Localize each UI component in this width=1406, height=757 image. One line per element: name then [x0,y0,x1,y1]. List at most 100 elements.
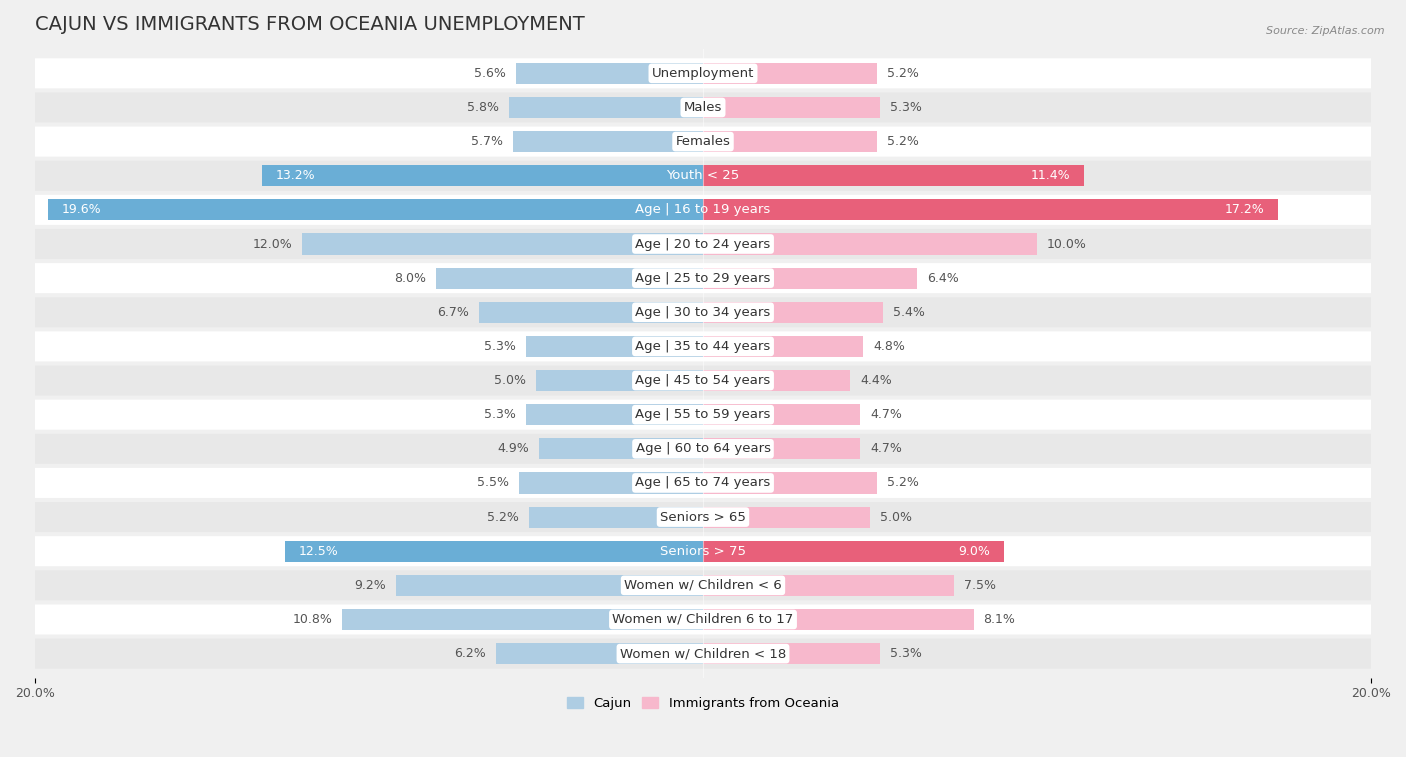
Bar [703,63,877,84]
Text: 9.2%: 9.2% [354,579,385,592]
Text: Males: Males [683,101,723,114]
Text: Women w/ Children 6 to 17: Women w/ Children 6 to 17 [613,613,793,626]
Bar [703,404,860,425]
Text: Women w/ Children < 18: Women w/ Children < 18 [620,647,786,660]
Text: 5.3%: 5.3% [890,101,922,114]
FancyBboxPatch shape [35,366,1371,396]
Text: 5.7%: 5.7% [471,135,502,148]
Bar [302,233,703,254]
Text: 5.0%: 5.0% [494,374,526,387]
FancyBboxPatch shape [35,639,1371,668]
FancyBboxPatch shape [35,58,1371,89]
Text: 8.0%: 8.0% [394,272,426,285]
Text: 5.3%: 5.3% [484,408,516,421]
Text: 5.6%: 5.6% [474,67,506,79]
Text: 13.2%: 13.2% [276,170,315,182]
Bar [395,575,703,596]
Bar [513,131,703,152]
Bar [703,302,883,322]
Bar [703,609,973,630]
Bar [479,302,703,322]
Text: Seniors > 65: Seniors > 65 [659,510,747,524]
Bar [529,506,703,528]
FancyBboxPatch shape [35,434,1371,464]
Text: 17.2%: 17.2% [1225,204,1264,217]
Text: Unemployment: Unemployment [652,67,754,79]
Text: 5.2%: 5.2% [887,67,918,79]
FancyBboxPatch shape [35,229,1371,259]
FancyBboxPatch shape [35,570,1371,600]
Text: 4.9%: 4.9% [498,442,529,455]
Bar [703,131,877,152]
Text: 12.5%: 12.5% [299,545,339,558]
Bar [536,370,703,391]
Text: Age | 20 to 24 years: Age | 20 to 24 years [636,238,770,251]
Bar [703,199,1278,220]
Text: Females: Females [675,135,731,148]
FancyBboxPatch shape [35,502,1371,532]
Bar [436,267,703,288]
Bar [703,97,880,118]
Bar [342,609,703,630]
Text: 6.2%: 6.2% [454,647,486,660]
Bar [703,575,953,596]
Bar [285,540,703,562]
Text: Youth < 25: Youth < 25 [666,170,740,182]
Bar [519,472,703,494]
Text: Age | 16 to 19 years: Age | 16 to 19 years [636,204,770,217]
FancyBboxPatch shape [35,468,1371,498]
Bar [516,63,703,84]
Bar [703,267,917,288]
Bar [703,540,1004,562]
Text: 12.0%: 12.0% [253,238,292,251]
Text: 5.2%: 5.2% [887,135,918,148]
Text: Age | 45 to 54 years: Age | 45 to 54 years [636,374,770,387]
Text: 10.0%: 10.0% [1047,238,1087,251]
Bar [526,404,703,425]
Bar [703,165,1084,186]
Text: Age | 35 to 44 years: Age | 35 to 44 years [636,340,770,353]
Bar [703,438,860,459]
FancyBboxPatch shape [35,92,1371,123]
Text: Source: ZipAtlas.com: Source: ZipAtlas.com [1267,26,1385,36]
Bar [703,506,870,528]
Bar [703,233,1038,254]
Bar [509,97,703,118]
Text: 5.4%: 5.4% [893,306,925,319]
Text: Age | 60 to 64 years: Age | 60 to 64 years [636,442,770,455]
FancyBboxPatch shape [35,126,1371,157]
Text: Age | 25 to 29 years: Age | 25 to 29 years [636,272,770,285]
Text: 6.4%: 6.4% [927,272,959,285]
Text: 6.7%: 6.7% [437,306,470,319]
Bar [526,336,703,357]
FancyBboxPatch shape [35,400,1371,430]
Bar [703,643,880,664]
Text: 4.7%: 4.7% [870,442,901,455]
Text: 4.7%: 4.7% [870,408,901,421]
Text: 5.2%: 5.2% [887,476,918,490]
FancyBboxPatch shape [35,536,1371,566]
FancyBboxPatch shape [35,605,1371,634]
Bar [540,438,703,459]
Text: 10.8%: 10.8% [292,613,332,626]
Text: 19.6%: 19.6% [62,204,101,217]
Text: 5.0%: 5.0% [880,510,912,524]
Text: 11.4%: 11.4% [1031,170,1070,182]
FancyBboxPatch shape [35,298,1371,327]
FancyBboxPatch shape [35,332,1371,361]
Bar [703,336,863,357]
Text: Age | 30 to 34 years: Age | 30 to 34 years [636,306,770,319]
Text: 5.5%: 5.5% [477,476,509,490]
Text: 5.2%: 5.2% [488,510,519,524]
Text: Women w/ Children < 6: Women w/ Children < 6 [624,579,782,592]
Text: Seniors > 75: Seniors > 75 [659,545,747,558]
Text: Age | 65 to 74 years: Age | 65 to 74 years [636,476,770,490]
Text: 5.3%: 5.3% [484,340,516,353]
Text: 5.3%: 5.3% [890,647,922,660]
Text: 8.1%: 8.1% [984,613,1015,626]
Text: 7.5%: 7.5% [963,579,995,592]
FancyBboxPatch shape [35,263,1371,293]
Text: Age | 55 to 59 years: Age | 55 to 59 years [636,408,770,421]
Text: 9.0%: 9.0% [959,545,990,558]
FancyBboxPatch shape [35,160,1371,191]
